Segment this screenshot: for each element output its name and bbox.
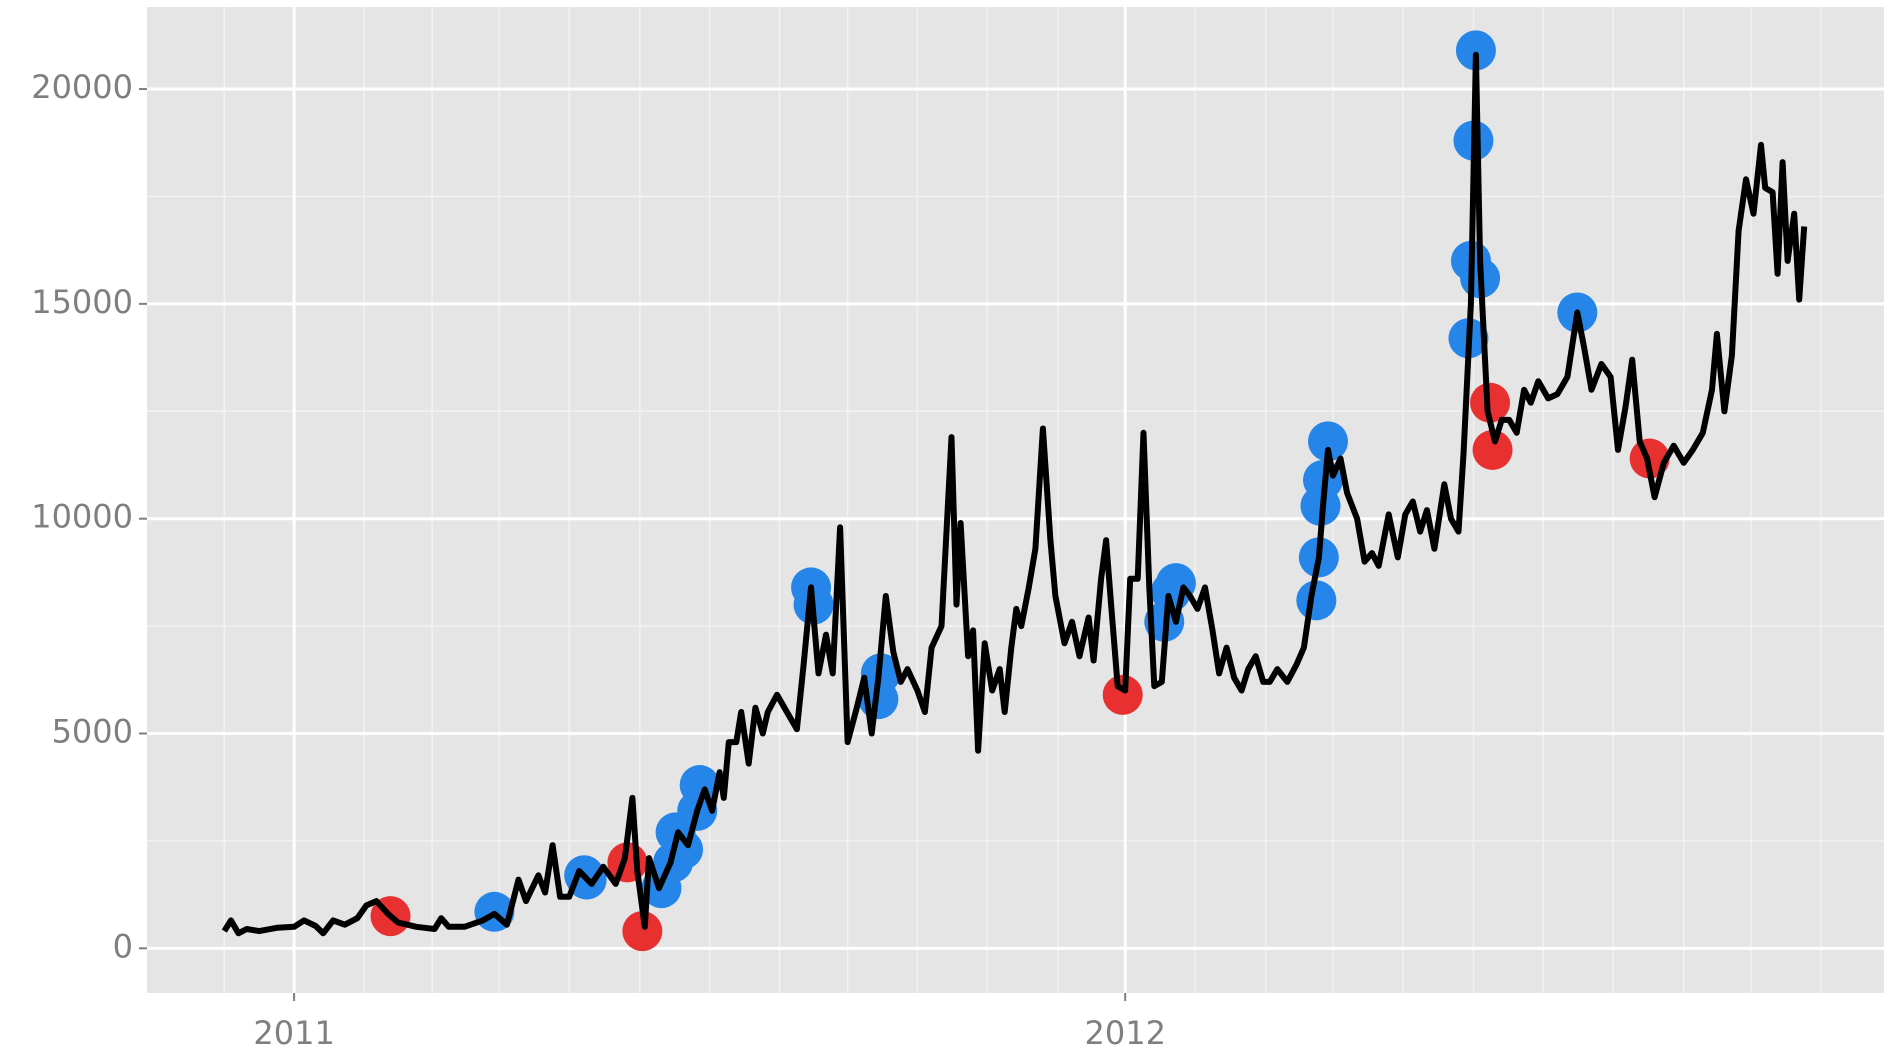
y-tick-label: 0	[113, 927, 133, 965]
point	[622, 911, 663, 952]
y-tick-label: 5000	[52, 713, 133, 751]
x-tick-label: 2011	[253, 1014, 334, 1052]
point	[1472, 429, 1513, 470]
panel-background	[147, 7, 1884, 993]
point	[1307, 421, 1348, 462]
point	[1102, 674, 1143, 715]
y-tick-label: 20000	[31, 68, 133, 106]
line	[221, 51, 1808, 937]
point	[1296, 580, 1337, 621]
point	[1455, 30, 1496, 71]
y-tick-label: 10000	[31, 498, 133, 536]
x-tick-label: 2012	[1084, 1014, 1165, 1052]
y-tick-label: 15000	[31, 283, 133, 321]
